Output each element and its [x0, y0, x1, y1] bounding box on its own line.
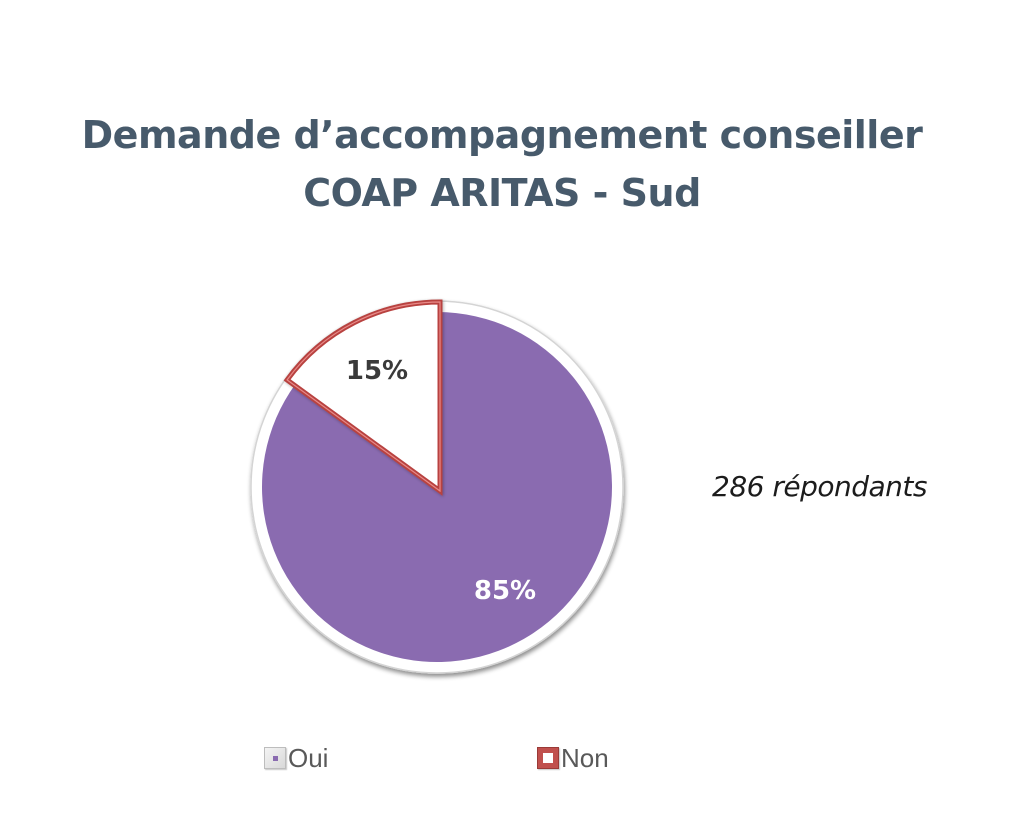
chart-title-line-2: COAP ARITAS - Sud	[303, 171, 701, 215]
legend-item-non: Non	[537, 742, 609, 773]
pie-slice-non-highlight	[286, 301, 441, 493]
chart-title-line-1: Demande d’accompagnement conseiller	[81, 113, 923, 157]
legend-swatch-oui-icon	[264, 747, 286, 769]
data-label-non: 15%	[346, 356, 408, 386]
data-label-oui: 85%	[474, 576, 536, 606]
respondents-count: 286 répondants	[712, 470, 927, 503]
legend-label-non: Non	[561, 742, 609, 773]
legend-item-oui: Oui	[264, 742, 329, 773]
legend-swatch-non-icon	[537, 747, 559, 769]
legend-label-oui: Oui	[288, 742, 329, 773]
chart-legend: Oui Non	[0, 742, 1024, 774]
chart-title: Demande d’accompagnement conseiller COAP…	[0, 106, 1004, 222]
